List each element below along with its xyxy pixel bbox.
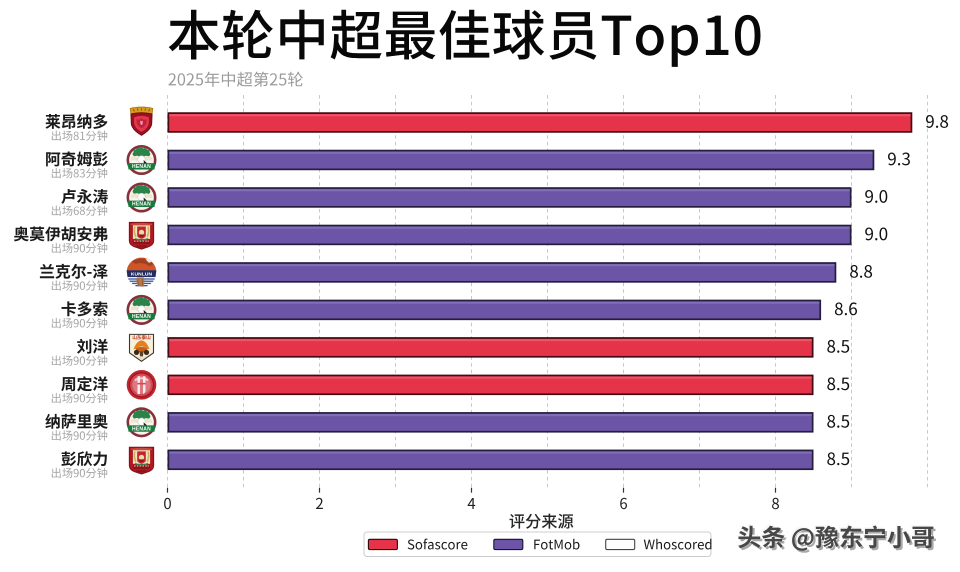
svg-text:KUNLUN: KUNLUN <box>131 271 153 277</box>
svg-text:山东泰山: 山东泰山 <box>132 334 151 341</box>
